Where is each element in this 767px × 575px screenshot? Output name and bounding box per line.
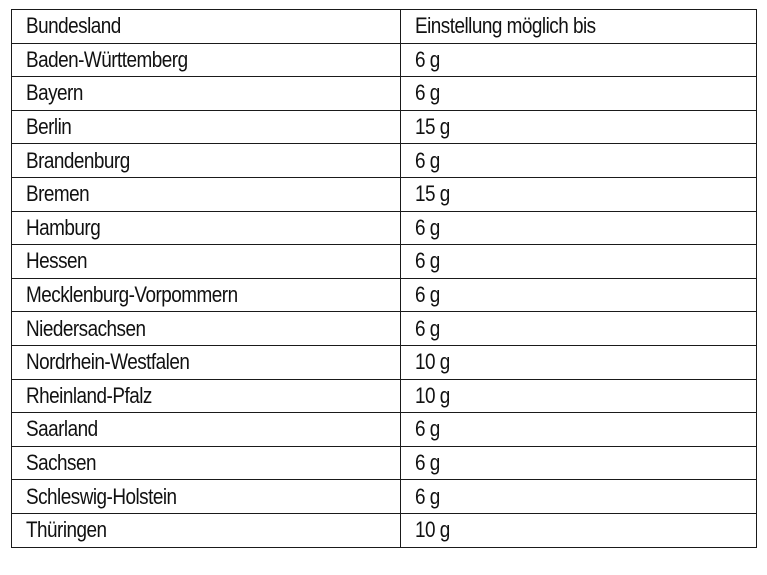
table-row: Hessen 6 g: [11, 244, 757, 279]
state-name: Schleswig-Holstein: [26, 483, 177, 509]
limit-cell: 6 g: [400, 143, 757, 178]
limit-value: 6 g: [415, 248, 440, 274]
state-name: Saarland: [26, 416, 98, 442]
state-cell: Rheinland-Pfalz: [11, 378, 401, 414]
state-cell: Brandenburg: [11, 143, 401, 178]
column-header-einstellung-label: Einstellung möglich bis: [415, 13, 596, 39]
state-name: Bayern: [26, 80, 83, 106]
state-name: Hamburg: [26, 214, 101, 240]
state-cell: Thüringen: [11, 512, 401, 548]
state-cell: Bremen: [11, 176, 401, 212]
limit-cell: 6 g: [400, 277, 757, 313]
limit-value: 6 g: [415, 46, 440, 72]
state-cell: Berlin: [11, 109, 401, 145]
state-cell: Hessen: [11, 244, 401, 279]
state-name: Hessen: [26, 248, 88, 274]
state-cell: Hamburg: [11, 210, 401, 246]
limit-value: 10 g: [415, 382, 450, 408]
table-row: Niedersachsen 6 g: [11, 311, 757, 346]
state-name: Sachsen: [26, 450, 97, 476]
bundesland-table: Bundesland Einstellung möglich bis Baden…: [11, 9, 757, 548]
state-cell: Sachsen: [11, 445, 401, 481]
table-row: Rheinland-Pfalz 10 g: [11, 378, 757, 414]
limit-cell: 6 g: [400, 210, 757, 246]
state-cell: Baden-Württemberg: [11, 42, 401, 78]
state-name: Mecklenburg-Vorpommern: [26, 282, 238, 308]
column-header-einstellung: Einstellung möglich bis: [400, 9, 757, 44]
limit-cell: 15 g: [400, 176, 757, 212]
limit-value: 6 g: [415, 416, 440, 442]
table-row: Brandenburg 6 g: [11, 143, 757, 178]
state-name: Nordrhein-Westfalen: [26, 349, 190, 375]
table-header-row: Bundesland Einstellung möglich bis: [11, 9, 757, 44]
state-name: Berlin: [26, 114, 72, 140]
state-name: Niedersachsen: [26, 315, 146, 341]
state-cell: Nordrhein-Westfalen: [11, 344, 401, 380]
limit-value: 6 g: [415, 147, 440, 173]
state-name: Thüringen: [26, 517, 107, 543]
limit-value: 6 g: [415, 483, 440, 509]
table-row: Schleswig-Holstein 6 g: [11, 479, 757, 514]
limit-cell: 10 g: [400, 344, 757, 380]
column-header-bundesland: Bundesland: [11, 9, 401, 44]
state-cell: Saarland: [11, 412, 401, 447]
table-row: Berlin 15 g: [11, 109, 757, 145]
limit-cell: 6 g: [400, 76, 757, 111]
table-row: Sachsen 6 g: [11, 445, 757, 481]
state-cell: Schleswig-Holstein: [11, 479, 401, 514]
limit-value: 6 g: [415, 80, 440, 106]
limit-value: 15 g: [415, 181, 450, 207]
limit-cell: 6 g: [400, 42, 757, 78]
table-row: Hamburg 6 g: [11, 210, 757, 246]
limit-value: 6 g: [415, 214, 440, 240]
limit-cell: 10 g: [400, 378, 757, 414]
column-header-bundesland-label: Bundesland: [26, 13, 121, 39]
limit-value: 15 g: [415, 114, 450, 140]
limit-cell: 6 g: [400, 311, 757, 346]
table-row: Nordrhein-Westfalen 10 g: [11, 344, 757, 380]
table-header: Bundesland Einstellung möglich bis: [11, 9, 757, 44]
limit-value: 10 g: [415, 349, 450, 375]
bundesland-table-container: Bundesland Einstellung möglich bis Baden…: [11, 9, 757, 548]
table-row: Thüringen 10 g: [11, 512, 757, 548]
limit-cell: 6 g: [400, 412, 757, 447]
state-name: Bremen: [26, 181, 90, 207]
state-cell: Niedersachsen: [11, 311, 401, 346]
state-name: Brandenburg: [26, 147, 130, 173]
table-row: Baden-Württemberg 6 g: [11, 42, 757, 78]
limit-cell: 10 g: [400, 512, 757, 548]
state-cell: Mecklenburg-Vorpommern: [11, 277, 401, 313]
state-cell: Bayern: [11, 76, 401, 111]
table-row: Bremen 15 g: [11, 176, 757, 212]
limit-value: 6 g: [415, 315, 440, 341]
limit-value: 6 g: [415, 282, 440, 308]
table-row: Bayern 6 g: [11, 76, 757, 111]
table-row: Mecklenburg-Vorpommern 6 g: [11, 277, 757, 313]
table-body: Baden-Württemberg 6 g Bayern 6 g Berlin …: [11, 42, 757, 548]
state-name: Rheinland-Pfalz: [26, 382, 152, 408]
limit-cell: 6 g: [400, 479, 757, 514]
limit-value: 6 g: [415, 450, 440, 476]
limit-value: 10 g: [415, 517, 450, 543]
limit-cell: 6 g: [400, 445, 757, 481]
state-name: Baden-Württemberg: [26, 46, 188, 72]
limit-cell: 15 g: [400, 109, 757, 145]
table-row: Saarland 6 g: [11, 412, 757, 447]
limit-cell: 6 g: [400, 244, 757, 279]
